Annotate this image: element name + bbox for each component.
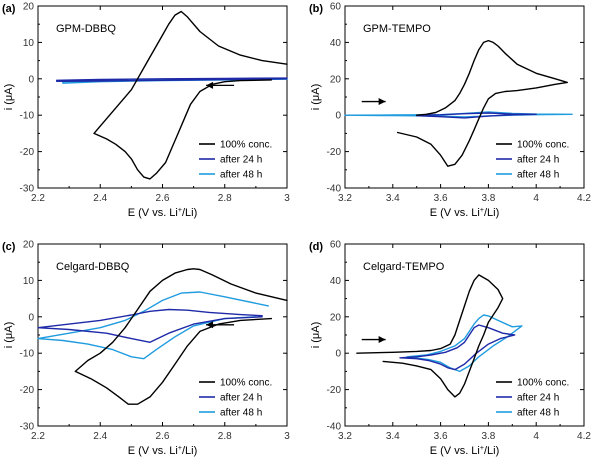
legend-label: 100% conc. <box>517 378 569 389</box>
y-tick-label: 10 <box>23 276 35 287</box>
legend-label: after 24 h <box>517 393 559 404</box>
legend-label: 100% conc. <box>517 140 569 151</box>
series-line-h48 <box>37 291 269 360</box>
series-line-h24 <box>399 324 516 371</box>
legend-label: 100% conc. <box>220 378 272 389</box>
chart-title: Celgard-DBBQ <box>56 261 130 273</box>
panel-letter: (d) <box>309 241 323 253</box>
chart-title: GPM-DBBQ <box>56 23 116 35</box>
series-line-conc <box>356 274 504 398</box>
chart-panel-1: 2.2 2.4 2.6 2.8 3 -30 -20 -10 0 10 20 E (V vs. Li+/… <box>2 2 290 220</box>
y-tick-label: -20 <box>20 385 35 396</box>
y-tick-label: 40 <box>330 38 342 49</box>
y-tick-label: 20 <box>23 240 35 251</box>
chart-panel-3: 2.2 2.4 2.6 2.8 3 -30 -20 -10 0 10 20 E (V vs. Li+/… <box>2 240 290 458</box>
y-tick-label: -10 <box>20 111 35 122</box>
x-tick-label: 2.6 <box>156 431 170 442</box>
series-line-h24 <box>56 77 288 83</box>
y-tick-label: -20 <box>327 147 342 158</box>
x-tick-label: 3 <box>284 431 290 442</box>
x-tick-label: 4 <box>533 431 539 442</box>
x-tick-label: 3.6 <box>434 193 448 204</box>
legend-label: after 24 h <box>220 155 262 166</box>
y-axis-label: i (μA) <box>3 322 15 349</box>
legend-label: after 24 h <box>220 393 262 404</box>
x-tick-label: 2.2 <box>31 431 45 442</box>
legend-label: after 48 h <box>220 170 262 181</box>
y-tick-label: -30 <box>20 184 35 195</box>
series-line-h24 <box>416 112 537 119</box>
y-tick-label: 0 <box>335 349 341 360</box>
x-axis-label: E (V vs. Li+/Li) <box>128 445 198 457</box>
y-tick-label: -40 <box>327 184 342 195</box>
arrow-head-icon <box>206 81 214 89</box>
x-tick-label: 2.4 <box>93 193 107 204</box>
x-tick-label: 3.4 <box>386 193 400 204</box>
chart-title: Celgard-TEMPO <box>363 261 445 273</box>
series-line-h48 <box>406 314 523 373</box>
panel-letter: (a) <box>2 3 16 15</box>
y-tick-label: 20 <box>330 312 342 323</box>
y-tick-label: 40 <box>330 276 342 287</box>
x-axis-label: E (V vs. Li+/Li) <box>430 207 500 219</box>
x-tick-label: 2.2 <box>31 193 45 204</box>
y-tick-label: 10 <box>23 38 35 49</box>
chart-panel-4: 3.2 3.4 3.6 3.8 4 4.2 -40 -20 0 20 40 60 E (V vs. Li… <box>309 240 591 458</box>
y-tick-label: -30 <box>20 422 35 433</box>
y-tick-label: -20 <box>20 147 35 158</box>
legend-label: after 48 h <box>517 408 559 419</box>
chart-title: GPM-TEMPO <box>363 23 431 35</box>
legend-label: 100% conc. <box>220 140 272 151</box>
panel-letter: (b) <box>309 3 323 15</box>
y-tick-label: 0 <box>335 111 341 122</box>
x-tick-label: 4.2 <box>577 193 591 204</box>
y-tick-label: -40 <box>327 422 342 433</box>
y-tick-label: -10 <box>20 349 35 360</box>
legend-label: after 24 h <box>517 155 559 166</box>
x-tick-label: 4 <box>533 193 539 204</box>
series-line-conc <box>93 10 288 180</box>
y-axis-label: i (μA) <box>310 84 322 111</box>
x-tick-label: 2.4 <box>93 431 107 442</box>
legend-label: after 48 h <box>220 408 262 419</box>
chart-panel-2: 3.2 3.4 3.6 3.8 4 4.2 -40 -20 0 20 40 60 E (V vs. Li… <box>309 2 591 220</box>
x-tick-label: 2.8 <box>218 193 232 204</box>
x-tick-label: 3.6 <box>434 431 448 442</box>
y-tick-label: 60 <box>330 2 342 13</box>
arrow-head-icon <box>206 321 214 329</box>
x-tick-label: 3.2 <box>338 431 352 442</box>
y-tick-label: -20 <box>327 385 342 396</box>
x-tick-label: 3 <box>284 193 290 204</box>
arrow-head-icon <box>378 336 386 344</box>
x-tick-label: 3.2 <box>338 193 352 204</box>
x-tick-label: 2.8 <box>218 431 232 442</box>
x-tick-label: 3.8 <box>481 193 495 204</box>
y-tick-label: 20 <box>330 74 342 85</box>
x-axis-label: E (V vs. Li+/Li) <box>430 445 500 457</box>
panel-letter: (c) <box>2 241 16 253</box>
arrow-head-icon <box>378 98 386 106</box>
y-axis-label: i (μA) <box>310 322 322 349</box>
series-line-conc <box>396 39 568 167</box>
y-tick-label: 60 <box>330 240 342 251</box>
series-line-conc <box>74 268 288 405</box>
y-tick-label: 0 <box>28 74 34 85</box>
x-axis-label: E (V vs. Li+/Li) <box>128 207 198 219</box>
x-tick-label: 4.2 <box>577 431 591 442</box>
y-axis-label: i (μA) <box>3 84 15 111</box>
y-tick-label: 0 <box>28 312 34 323</box>
x-tick-label: 3.4 <box>386 431 400 442</box>
y-tick-label: 20 <box>23 2 35 13</box>
series-line-h24 <box>37 308 263 343</box>
legend-label: after 48 h <box>517 170 559 181</box>
x-tick-label: 2.6 <box>156 193 170 204</box>
x-tick-label: 3.8 <box>481 431 495 442</box>
